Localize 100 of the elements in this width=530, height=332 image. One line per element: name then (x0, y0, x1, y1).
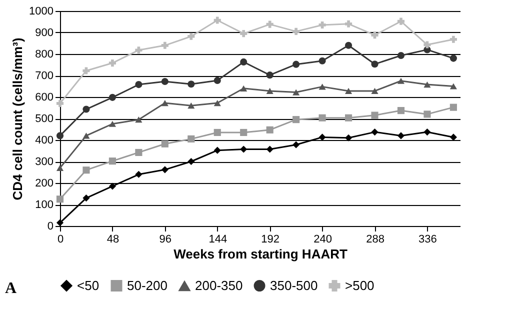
point (188, 80, 195, 88)
legend-label: 50-200 (127, 278, 168, 293)
point (161, 140, 168, 148)
y-tick-label: 900 (35, 27, 54, 39)
point (292, 60, 300, 68)
legend-label: 200-350 (195, 278, 243, 294)
point (292, 116, 300, 124)
point (266, 126, 274, 134)
x-tick-label: 288 (366, 234, 384, 246)
point (397, 107, 405, 114)
text: A (5, 280, 17, 297)
point (214, 76, 221, 84)
point (344, 134, 352, 142)
point (56, 100, 64, 107)
point (344, 88, 352, 94)
point (188, 102, 195, 109)
point (371, 32, 378, 39)
point (450, 83, 457, 90)
point (108, 158, 116, 165)
point (82, 194, 90, 202)
y-tick-label: 600 (35, 92, 54, 104)
point (424, 81, 431, 88)
point (214, 100, 221, 106)
point (450, 36, 457, 43)
point (82, 67, 90, 74)
point (371, 128, 378, 136)
y-tick-label: 1000 (29, 6, 54, 18)
point (397, 132, 405, 140)
point (56, 196, 64, 203)
point (82, 106, 90, 113)
point (450, 134, 457, 141)
point (135, 81, 142, 88)
point (240, 58, 248, 66)
point (214, 16, 221, 24)
point (240, 30, 248, 38)
point (108, 182, 116, 190)
point (240, 85, 248, 92)
point (161, 166, 168, 174)
point (371, 60, 378, 68)
point (450, 54, 457, 62)
point (135, 46, 142, 54)
point (56, 164, 64, 172)
point (240, 146, 248, 153)
point (161, 42, 168, 49)
point (318, 114, 326, 122)
legend-label: 350-500 (270, 278, 318, 293)
x-tick-label: 192 (261, 234, 280, 246)
point (292, 28, 300, 35)
point (82, 166, 90, 174)
point (82, 132, 90, 139)
y-tick-label: 500 (35, 113, 54, 125)
point (371, 112, 378, 119)
y-tick-label: 700 (35, 70, 54, 82)
point (108, 59, 116, 67)
point (318, 21, 326, 29)
point (318, 134, 326, 141)
point (188, 32, 195, 40)
y-tick-label: 100 (35, 199, 54, 211)
point (188, 135, 195, 142)
x-tick-label: 144 (208, 234, 228, 246)
x-axis-title: Weeks from starting HAART (174, 246, 348, 262)
legend-label: >500 (345, 278, 374, 293)
y-tick-label: 0 (47, 220, 54, 232)
point (266, 146, 274, 153)
y-tick-label: 300 (35, 156, 54, 168)
point (161, 78, 168, 86)
point (371, 88, 378, 94)
point (344, 20, 352, 28)
x-tick-label: 336 (418, 234, 437, 246)
point (135, 116, 142, 123)
y-tick-label: 200 (35, 178, 54, 190)
point (214, 146, 221, 154)
point (214, 128, 221, 136)
point (292, 141, 300, 148)
point (397, 78, 405, 84)
point (240, 128, 248, 136)
point (344, 114, 352, 122)
x-tick-label: 240 (314, 234, 332, 246)
x-tick-label: 96 (159, 234, 172, 246)
point (266, 72, 274, 79)
point (108, 120, 116, 127)
point (424, 110, 431, 118)
point (397, 18, 405, 25)
point (292, 89, 300, 96)
legend-label: <50 (77, 278, 100, 293)
y-tick-label: 400 (35, 134, 54, 146)
point (318, 57, 326, 64)
y-tick-label: 800 (35, 48, 54, 60)
point (318, 84, 326, 90)
point (108, 94, 116, 101)
point (424, 128, 431, 136)
x-tick-label: 0 (57, 234, 64, 246)
point (135, 170, 142, 178)
point (424, 41, 431, 48)
point (344, 42, 352, 49)
point (135, 148, 142, 156)
point (450, 104, 457, 111)
point (266, 20, 274, 28)
point (397, 52, 405, 60)
y-axis-title: CD4 cell count (cells/mm³) (10, 38, 26, 200)
